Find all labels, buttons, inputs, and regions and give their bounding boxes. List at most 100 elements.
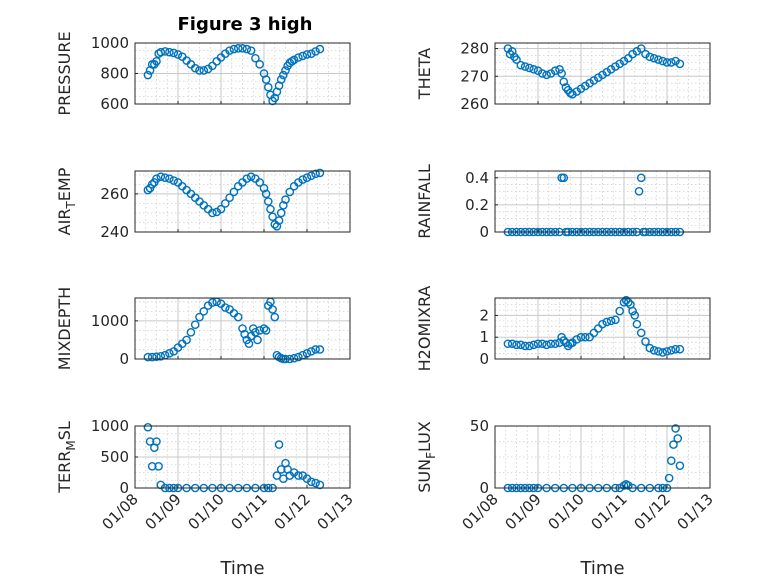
subplot-air-temp: 240 260 AIRTEMP [55,167,351,241]
data-point [238,44,247,53]
data-point [315,44,325,54]
data-point [641,49,650,59]
data-point [673,434,683,443]
x-tick-label: 01/11 [588,490,631,533]
data-point [281,195,290,204]
data-point [261,326,271,335]
data-point [675,59,685,69]
data-point [634,187,644,196]
data-point [538,339,547,349]
data-point [568,89,577,99]
data-point [266,204,275,214]
data-point [559,77,569,87]
y-tick-label: 0 [479,479,489,497]
y-tick-label: 260 [460,95,489,113]
x-tick-label: 01/13 [314,490,357,533]
data-point [311,47,320,56]
y-tick-label: 0.2 [465,196,489,214]
data-point [550,339,560,349]
data-point [624,298,633,307]
data-point [645,343,655,353]
data-point [602,67,612,77]
y-tick-label: 500 [100,448,129,466]
data-point [165,348,174,358]
data-point [306,477,316,487]
data-point [306,49,316,58]
data-point [279,201,288,210]
data-point [272,221,282,231]
data-point [615,306,625,316]
data-point [233,44,243,53]
x-tick-label: 01/10 [185,490,228,533]
y-tick-label: 0 [479,350,489,368]
data-point [268,305,277,314]
data-point [572,87,582,96]
data-point [220,303,230,312]
data-point [281,66,290,75]
data-point [520,62,530,71]
data-point [606,316,616,326]
data-point [143,422,153,432]
data-point [259,324,269,333]
data-point [274,216,284,225]
data-point [229,187,239,197]
data-point [255,60,265,69]
y-tick-label: 1000 [91,312,129,330]
data-point [533,66,543,76]
data-point [255,326,265,335]
data-point [143,352,153,362]
data-point [662,347,672,356]
data-point [630,311,640,320]
data-point [169,48,178,58]
data-point [143,185,153,195]
data-point [559,336,569,345]
data-point [152,437,161,446]
x-tick-label: 01/09 [502,490,545,533]
y-tick-label: 240 [100,223,129,241]
data-point [238,324,247,333]
data-point [216,204,226,214]
data-point [165,174,174,183]
data-point [311,478,320,488]
data-point [667,345,676,355]
data-point [572,335,582,344]
data-point [147,180,157,189]
data-point [190,63,200,73]
data-point [525,63,534,73]
data-point [598,70,607,80]
y-axis-label: PRESSURE [55,31,74,115]
data-point [675,461,685,470]
subplot-rainfall: 0 0.2 0.4 RAINFALL [415,164,711,241]
data-point [576,332,586,342]
data-point [585,78,594,88]
axes-frame [494,42,711,105]
data-point [246,172,256,182]
data-point [156,172,166,182]
data-point [208,61,217,71]
data-point [208,298,217,307]
data-point [624,481,633,490]
data-point [525,341,534,351]
data-point [225,193,234,202]
data-point [557,69,566,78]
data-point [645,52,655,62]
y-axis-label: THETA [415,48,434,100]
data-point [190,320,200,329]
data-point [559,173,569,183]
data-point [546,339,556,349]
y-tick-label: 1000 [91,34,129,52]
y-axis-label: H2OMIXRA [415,286,434,372]
data-point [512,55,521,64]
data-point [156,352,166,361]
x-tick-label: 01/11 [228,490,271,533]
data-point [542,70,551,80]
x-tick-label: 01/12 [271,490,314,533]
x-tick-label: 01/13 [674,490,717,533]
axes-background [495,171,710,232]
subplot-h2omixra: 0 1 2 H2OMIXRA [415,286,711,372]
y-axis-label: AIRTEMP [55,167,78,235]
data-point [658,348,668,357]
data-point [255,178,265,187]
